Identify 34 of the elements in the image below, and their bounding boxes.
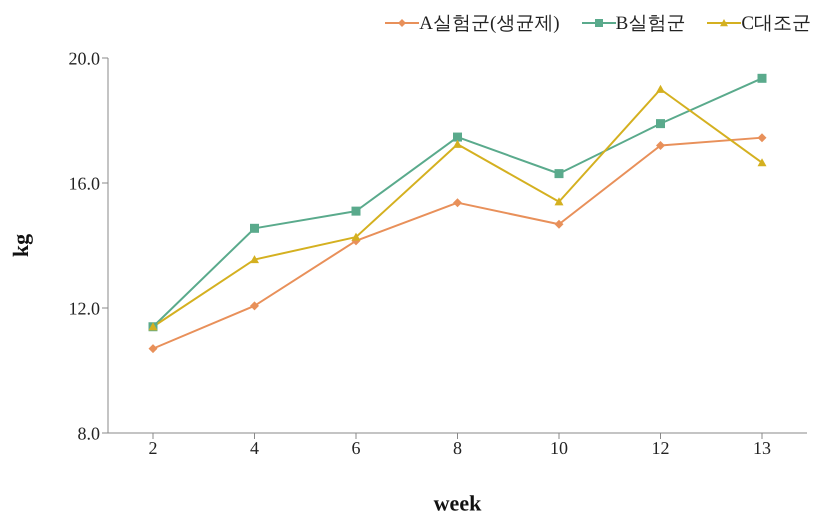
y-tick-label: 8.0 [78,423,100,444]
point [250,301,259,310]
y-tick-label: 16.0 [68,173,100,194]
point [352,232,360,241]
y-axis-title: kg [8,234,33,258]
x-tick-label: 4 [250,438,259,458]
legend-label: A실험군(생균제) [419,12,560,36]
point [352,206,360,216]
y-tick-label: 20.0 [68,48,100,68]
x-tick-label: 12 [652,438,670,458]
point [656,141,665,150]
point [453,198,462,208]
x-tick-label: 13 [753,438,771,458]
point [656,84,665,93]
point [758,133,766,142]
x-tick-label: 10 [550,438,568,458]
point [148,344,158,354]
x-tick-label: 6 [352,438,360,458]
point [554,169,564,178]
point [453,132,462,142]
x-axis-title: week [434,490,482,516]
point [250,255,259,264]
point [758,74,766,83]
point [453,140,462,148]
point [758,158,766,166]
point [554,197,564,206]
x-tick-label: 2 [148,438,158,458]
y-tick-label: 12.0 [68,298,100,318]
point [656,119,665,128]
point [554,220,564,229]
point [250,224,259,233]
x-tick-label: 8 [453,438,462,458]
legend-label: C대조군 [741,12,811,36]
legend-label: B실험군 [616,12,686,36]
